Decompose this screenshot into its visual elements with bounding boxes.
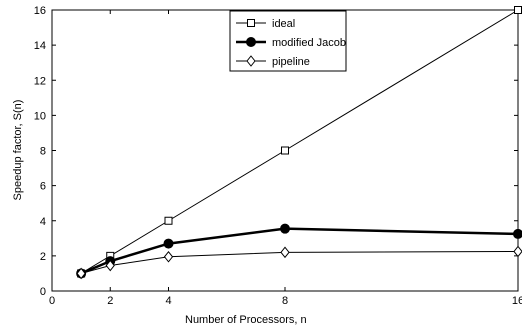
x-tick-label: 8	[282, 295, 288, 307]
y-tick-label: 6	[40, 181, 46, 193]
x-axis-label: Number of Processors, n	[185, 314, 307, 326]
y-tick-label: 8	[40, 146, 46, 158]
data-point-ideal	[514, 6, 522, 14]
legend-marker-modified-jacob	[246, 37, 256, 47]
data-point-ideal	[164, 216, 173, 225]
x-tick-label: 0	[49, 295, 55, 307]
x-tick-label: 4	[165, 295, 171, 307]
data-point-modified-jacob	[280, 223, 290, 234]
legend-marker-pipeline	[246, 55, 256, 67]
x-tick-label: 2	[107, 295, 113, 307]
legend-label-modified-jacob: modified Jacob	[272, 37, 346, 49]
legend-label-pipeline: pipeline	[272, 56, 310, 68]
y-tick-label: 14	[34, 40, 46, 52]
series-modified-jacob	[76, 223, 522, 279]
y-axis-label: Speedup factor, S(n)	[12, 100, 24, 201]
y-tick-label: 4	[40, 216, 46, 228]
data-point-pipeline	[76, 267, 86, 280]
data-point-pipeline	[163, 250, 174, 263]
data-point-pipeline	[105, 259, 115, 272]
series-pipeline	[76, 245, 522, 280]
legend-marker-ideal	[247, 19, 255, 27]
data-point-modified-jacob	[513, 228, 522, 239]
y-tick-label: 16	[34, 5, 46, 17]
data-point-ideal	[281, 146, 289, 155]
data-point-modified-jacob	[163, 238, 174, 249]
y-tick-label: 2	[40, 251, 46, 263]
y-tick-label: 10	[34, 110, 46, 122]
x-tick-label: 16	[512, 295, 522, 307]
data-point-pipeline	[280, 246, 290, 259]
y-tick-label: 0	[40, 286, 46, 298]
series-group	[76, 6, 522, 280]
legend: ideal modified Jacob pipeline	[229, 10, 347, 72]
y-tick-label: 12	[34, 75, 46, 87]
data-point-pipeline	[513, 245, 522, 258]
legend-label-ideal: ideal	[272, 18, 295, 30]
